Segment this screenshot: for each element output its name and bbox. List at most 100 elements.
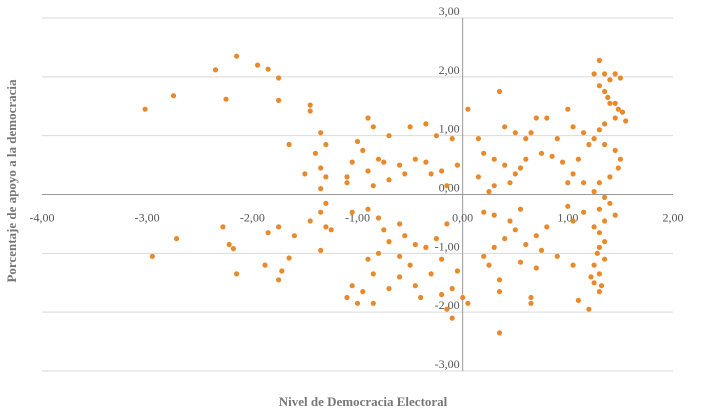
data-point	[496, 88, 503, 95]
data-point	[591, 71, 597, 77]
data-point	[402, 171, 408, 177]
data-point	[591, 189, 597, 195]
data-point	[591, 136, 597, 142]
data-point	[481, 253, 487, 259]
y-tick-label: 3,00	[439, 4, 460, 18]
data-point	[554, 136, 560, 142]
data-point	[381, 227, 387, 233]
data-point	[523, 241, 529, 248]
data-point	[602, 141, 608, 148]
data-point	[276, 97, 282, 103]
y-tick-labels: 3,00 2,00 1,00 0,00 -1,00 -2,00 -3,00	[435, 4, 460, 371]
data-point	[607, 77, 613, 83]
data-point	[517, 206, 524, 212]
data-point	[496, 289, 503, 295]
data-point	[607, 174, 613, 180]
data-point	[360, 289, 366, 295]
data-point	[226, 241, 232, 248]
data-point	[596, 83, 603, 89]
x-tick-label: -1,00	[345, 211, 370, 225]
data-point	[262, 262, 268, 268]
data-point	[554, 253, 560, 259]
data-point	[481, 209, 487, 215]
data-point	[481, 150, 487, 156]
x-tick-label: -4,00	[30, 211, 55, 225]
data-point	[491, 212, 497, 218]
data-point	[423, 244, 429, 250]
data-point	[360, 147, 366, 153]
data-point	[349, 209, 355, 215]
data-point	[212, 67, 219, 73]
data-point	[418, 294, 424, 301]
data-point	[475, 174, 481, 180]
data-point	[323, 224, 329, 230]
data-point	[512, 171, 518, 177]
data-point	[602, 218, 608, 224]
axis-layer	[42, 18, 673, 371]
x-tick-label: 2,00	[663, 211, 684, 225]
data-point	[449, 286, 455, 292]
data-point	[375, 215, 382, 221]
data-point	[318, 165, 324, 171]
grid-layer	[42, 17, 673, 372]
data-point	[496, 277, 503, 283]
data-point	[318, 247, 324, 253]
data-point	[496, 330, 503, 336]
data-point	[512, 227, 518, 233]
data-point	[491, 183, 497, 189]
data-point	[602, 88, 608, 95]
y-axis-title: Porcentaje de apoyo a la democracia	[4, 79, 19, 283]
data-point	[375, 156, 382, 162]
data-point	[174, 236, 180, 242]
data-point	[276, 224, 282, 230]
y-tick-label: 0,00	[439, 181, 460, 195]
data-point	[602, 239, 608, 245]
data-point	[412, 156, 418, 162]
data-point	[575, 297, 582, 303]
data-point	[328, 227, 334, 233]
data-point	[565, 180, 571, 186]
data-point	[596, 127, 603, 133]
data-point	[486, 262, 492, 268]
data-point	[454, 162, 460, 168]
data-point	[291, 233, 297, 239]
data-point	[544, 115, 550, 121]
data-point	[581, 130, 587, 136]
data-point	[588, 274, 594, 280]
data-point	[234, 271, 240, 277]
data-point	[407, 262, 413, 268]
data-point	[612, 147, 618, 153]
data-point	[397, 221, 403, 227]
data-point	[607, 100, 613, 106]
data-point	[354, 138, 361, 145]
x-tick-label: -2,00	[240, 211, 265, 225]
data-point	[507, 180, 513, 186]
data-point	[318, 209, 324, 215]
data-point	[596, 271, 603, 277]
data-point	[596, 206, 603, 212]
data-point	[602, 194, 608, 200]
data-point	[307, 108, 313, 114]
y-tick-label: -3,00	[435, 357, 460, 371]
data-point	[276, 75, 282, 81]
data-point	[475, 136, 481, 142]
data-point	[307, 102, 313, 108]
data-point	[397, 253, 403, 259]
data-point	[581, 209, 587, 215]
data-point	[528, 130, 534, 136]
data-point	[312, 150, 318, 156]
data-point	[502, 162, 508, 168]
data-point	[602, 71, 608, 77]
data-point	[465, 106, 471, 112]
data-point	[602, 256, 608, 262]
data-point	[623, 118, 629, 124]
data-point	[512, 130, 518, 136]
data-point	[594, 250, 600, 256]
data-point	[605, 94, 611, 100]
data-point	[397, 274, 403, 280]
data-point	[465, 300, 471, 306]
data-point	[370, 271, 376, 277]
data-point	[365, 206, 371, 212]
data-point	[491, 156, 497, 162]
data-point	[449, 136, 455, 142]
